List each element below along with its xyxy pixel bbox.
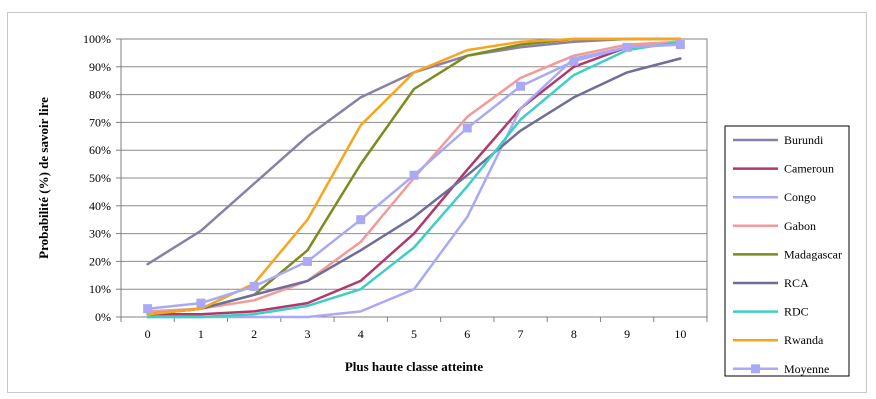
y-tick-label: 80% (89, 88, 111, 102)
x-tick-label: 8 (571, 327, 577, 341)
data-point-moyenne (569, 56, 579, 66)
x-tick-label: 6 (464, 327, 470, 341)
legend: Burundi Cameroun Congo Gabon Madagascar RCA RD… (733, 133, 842, 376)
y-tick-label: 40% (89, 199, 111, 213)
y-tick-labels: 0% 10% 20% 30% 40% 50% 60% 70% 80% 90% 100% (83, 32, 111, 324)
x-tick-label: 2 (251, 327, 257, 341)
data-point-moyenne (622, 42, 632, 52)
legend-label-gabon: Gabon (784, 219, 816, 233)
y-tick-label: 10% (89, 282, 111, 296)
x-tick-label: 10 (674, 327, 686, 341)
legend-label-rwanda: Rwanda (784, 333, 824, 347)
data-point-moyenne (249, 281, 259, 291)
x-tick-label: 1 (198, 327, 204, 341)
x-tick-label: 3 (304, 327, 310, 341)
series-line-cameroun (146, 40, 682, 316)
y-tick-label: 100% (83, 32, 111, 46)
x-tick-label: 9 (624, 327, 630, 341)
y-tick-label: 0% (95, 310, 111, 324)
legend-label-cameroun: Cameroun (784, 162, 834, 176)
y-tick-label: 90% (89, 60, 111, 74)
plot-area-border (120, 38, 708, 318)
x-tick-label: 0 (145, 327, 151, 341)
x-tick-label: 5 (411, 327, 417, 341)
legend-label-rca: RCA (784, 276, 809, 290)
data-point-moyenne (196, 298, 206, 308)
data-point-moyenne (143, 304, 153, 314)
x-tick-labels: 0 1 2 3 4 5 6 7 8 9 10 (145, 327, 687, 341)
legend-marker-moyenne (751, 364, 760, 374)
data-point-moyenne (302, 256, 312, 266)
data-point-moyenne (462, 123, 472, 133)
series-line-congo (146, 40, 682, 319)
data-point-moyenne (409, 170, 419, 180)
y-tick-label: 60% (89, 143, 111, 157)
legend-label-moyenne: Moyenne (784, 362, 829, 376)
series-line-rdc (146, 40, 682, 319)
y-tick-label: 70% (89, 115, 111, 129)
series-line-rca (146, 57, 682, 316)
x-tick-label: 7 (518, 327, 524, 341)
data-point-moyenne (516, 81, 526, 91)
legend-label-madagascar: Madagascar (784, 247, 842, 261)
x-tick-label: 4 (358, 327, 364, 341)
legend-label-rdc: RDC (784, 305, 809, 319)
legend-label-congo: Congo (784, 190, 816, 204)
data-point-moyenne (675, 40, 685, 50)
series-markers (143, 40, 685, 314)
y-tick-label: 20% (89, 254, 111, 268)
chart-frame: 0% 10% 20% 30% 40% 50% 60% 70% 80% 90% 100% 0 1 2 3 4 5… (7, 12, 867, 393)
data-point-moyenne (356, 215, 366, 225)
legend-label-burundi: Burundi (784, 133, 824, 147)
y-tick-label: 30% (89, 227, 111, 241)
y-axis-title: Probabilité (%) de savoir lire (36, 97, 51, 259)
x-axis-title: Plus haute classe atteinte (345, 359, 484, 374)
y-tick-label: 50% (89, 171, 111, 185)
line-chart: 0% 10% 20% 30% 40% 50% 60% 70% 80% 90% 100% 0 1 2 3 4 5… (36, 32, 850, 377)
